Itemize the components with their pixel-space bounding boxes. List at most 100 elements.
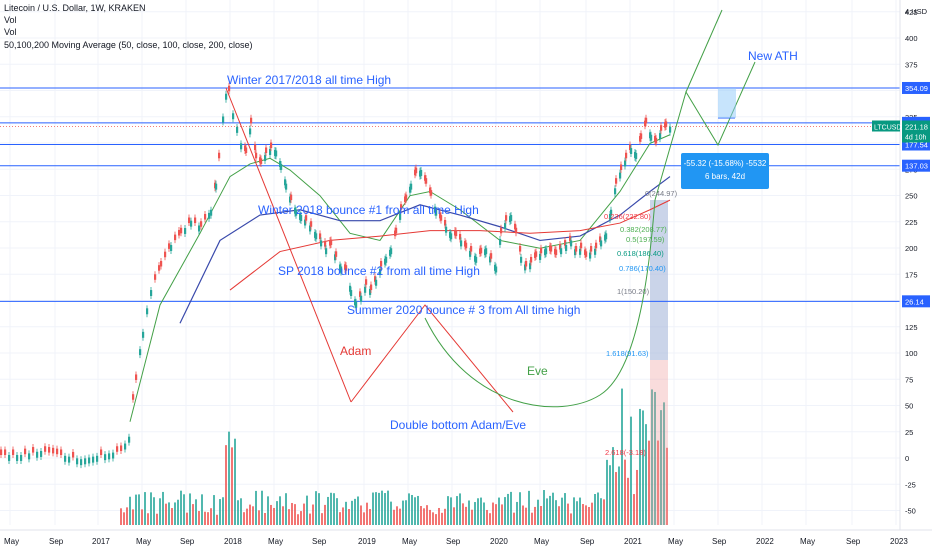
volume-bar: [336, 498, 338, 525]
candle-body: [120, 445, 123, 452]
candle-body: [194, 217, 197, 224]
candle-body: [505, 215, 508, 221]
volume-bar: [621, 388, 623, 525]
volume-bar: [393, 509, 395, 525]
candle-body: [275, 150, 278, 157]
candle-body: [480, 247, 483, 254]
candle-body: [615, 178, 618, 184]
symbol-title: Litecoin / U.S. Dollar, 1W, KRAKEN: [4, 3, 146, 13]
candle-body: [459, 234, 462, 240]
volume-bar: [399, 508, 401, 525]
volume-bar: [333, 493, 335, 525]
volume-bar: [324, 504, 326, 525]
candle-body: [334, 254, 337, 261]
candle-body: [520, 256, 523, 263]
candle-body: [539, 253, 542, 260]
candle-body: [280, 163, 283, 170]
volume-bar: [147, 513, 149, 525]
candle-body: [564, 240, 567, 246]
moving-average-indicator[interactable]: 50,100,200 Moving Average (50, close, 10…: [4, 40, 253, 50]
volume-bar: [213, 495, 215, 525]
candle-body: [619, 172, 622, 179]
volume-bar: [309, 513, 311, 525]
candle-body: [104, 454, 107, 461]
candle-body: [435, 209, 438, 216]
candle-body: [170, 245, 173, 251]
y-axis-tick-label: 250: [905, 192, 918, 201]
candle-body: [116, 446, 119, 452]
x-axis-tick-label: Sep: [180, 537, 195, 546]
candle-body: [8, 455, 11, 461]
volume-bar: [396, 506, 398, 525]
volume-bar: [234, 438, 236, 525]
level-price-label: 177.54: [905, 140, 928, 149]
candle-body: [395, 227, 398, 234]
volume-bar: [654, 391, 656, 525]
candle-body: [365, 279, 368, 285]
candle-body: [495, 266, 498, 273]
candle-body: [499, 238, 502, 245]
candle-body: [665, 121, 668, 127]
candle-body: [56, 448, 59, 455]
volume-bar: [264, 512, 266, 525]
candle-body: [236, 126, 239, 133]
candle-body: [460, 240, 463, 247]
candle-body: [490, 253, 493, 259]
volume-bar: [315, 491, 317, 525]
candle-body: [575, 246, 578, 252]
volume-bar: [660, 410, 662, 525]
measure-box: [718, 88, 736, 118]
candle-body: [249, 128, 252, 135]
candle-body: [600, 240, 603, 247]
y-axis-tick-label: 125: [905, 323, 918, 332]
volume-bar: [525, 507, 527, 525]
candle-body: [269, 149, 272, 155]
volume-bar: [375, 492, 377, 525]
candle-body: [595, 242, 598, 249]
candle-body: [360, 295, 363, 302]
volume-bar: [435, 514, 437, 525]
x-axis-tick-label: Sep: [312, 537, 327, 546]
candle-body: [124, 443, 127, 450]
symbol-tag-label: LTCUSD: [874, 125, 901, 132]
candle-body: [36, 451, 39, 458]
volume-bar: [426, 505, 428, 525]
candle-body: [254, 144, 257, 150]
candle-body: [514, 223, 517, 230]
volume-bar: [183, 494, 185, 525]
symbol-tag: [872, 120, 900, 132]
current-price-tag: [902, 120, 930, 143]
candle-body: [324, 241, 327, 247]
volume-bar: [474, 502, 476, 525]
candle-body: [52, 447, 55, 454]
candle-body: [555, 249, 558, 256]
candle-body: [128, 436, 131, 443]
x-axis-tick-label: Sep: [846, 537, 861, 546]
candle-body: [510, 215, 513, 221]
candle-body: [264, 155, 267, 162]
volume-bar: [522, 505, 524, 525]
candle-body: [550, 246, 553, 252]
volume-bar: [198, 511, 200, 525]
candle-body: [154, 274, 157, 280]
volume-bar: [306, 495, 308, 525]
volume-indicator-1[interactable]: Vol: [4, 15, 17, 25]
candle-body: [240, 143, 243, 150]
trend-line-adam-up: [350, 304, 514, 413]
volume-bar: [156, 513, 158, 525]
volume-indicator-2[interactable]: Vol: [4, 27, 17, 37]
candle-body: [430, 190, 433, 196]
candle-body: [304, 219, 307, 226]
volume-bar: [432, 512, 434, 525]
candle-body: [64, 455, 67, 462]
volume-bar: [504, 497, 506, 525]
volume-bar: [252, 506, 254, 525]
candle-body: [48, 447, 51, 453]
volume-bar: [381, 490, 383, 525]
candle-body: [215, 183, 218, 190]
fib-level-label: 1.618(91.63): [606, 349, 649, 358]
volume-bar: [663, 402, 665, 525]
candle-body: [629, 144, 632, 150]
